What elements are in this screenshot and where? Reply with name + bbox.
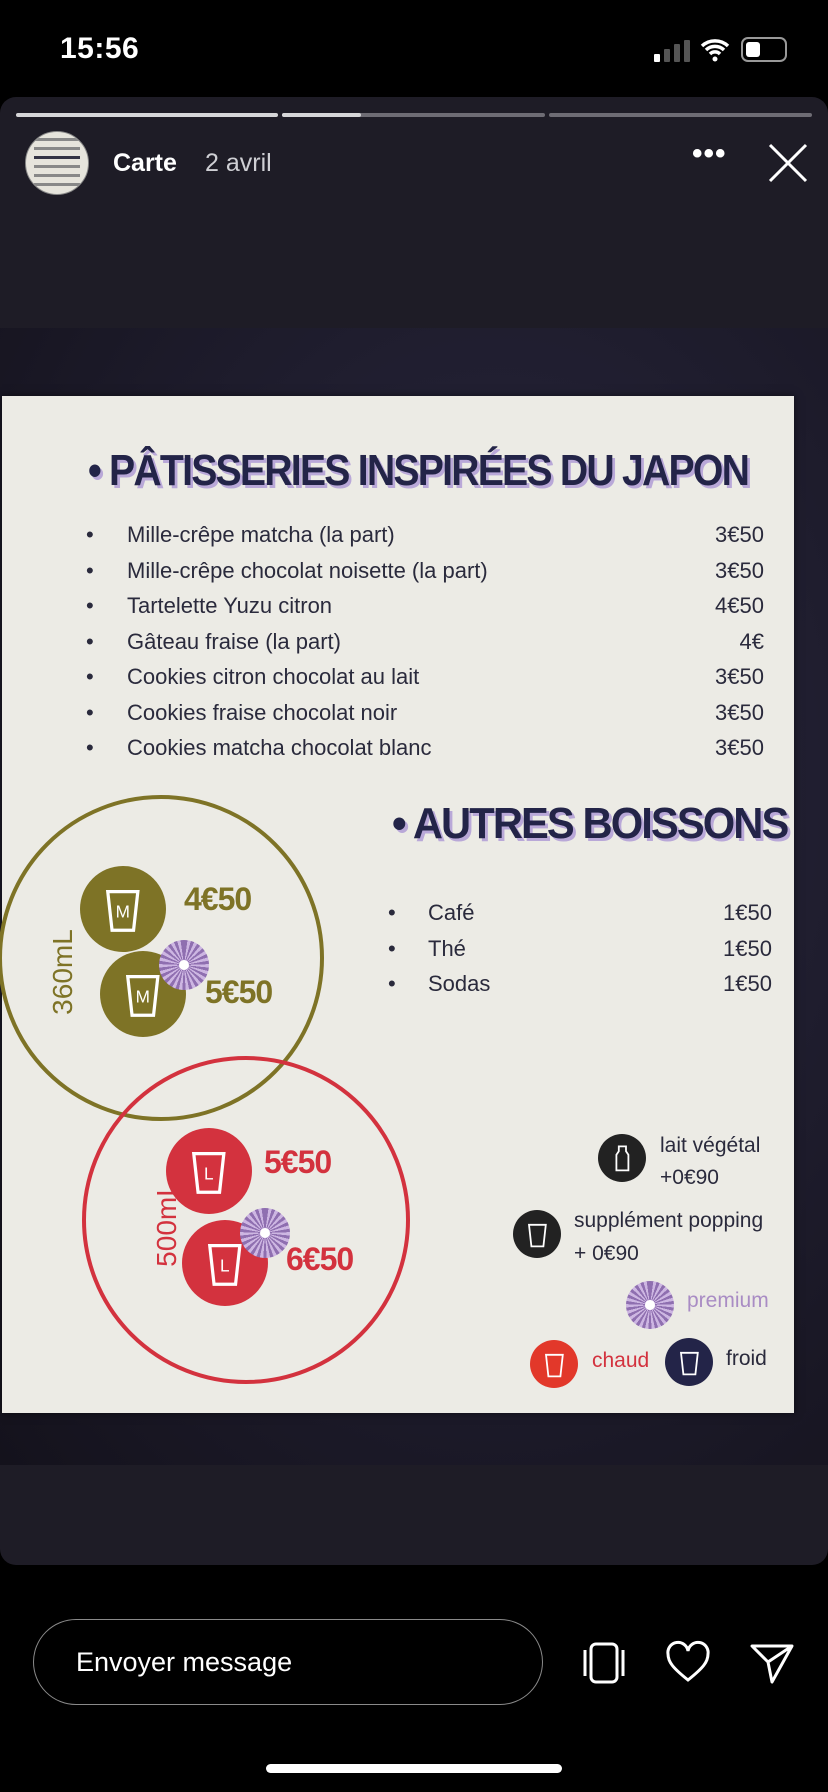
legend-lait: lait végétal	[660, 1134, 761, 1157]
menu-item-price: 1€50	[723, 971, 772, 996]
cards-icon[interactable]	[581, 1640, 627, 1686]
progress-bar-1	[16, 113, 278, 117]
bullet: •	[388, 971, 396, 996]
wifi-icon	[700, 39, 730, 62]
svg-text:M: M	[116, 902, 130, 922]
menu-item-name: Café	[428, 900, 475, 925]
bullet: •	[388, 935, 396, 961]
legend-lait-price: +0€90	[660, 1166, 719, 1189]
battery-icon	[741, 37, 787, 62]
menu-item-name: Thé	[428, 935, 466, 961]
story-viewer[interactable]: Carte 2 avril ••• • PÂTISSERIES INSPIRÉE…	[0, 97, 828, 1565]
story-date: 2 avril	[205, 149, 272, 177]
section-title-patisseries: • PÂTISSERIES INSPIRÉES DU JAPON	[88, 446, 750, 495]
legend-froid: froid	[726, 1347, 767, 1370]
progress-bar-3	[549, 113, 812, 117]
svg-text:L: L	[204, 1164, 214, 1184]
bullet: •	[86, 628, 94, 654]
legend-chaud: chaud	[592, 1349, 650, 1372]
section-title-boissons: • AUTRES BOISSONS	[392, 799, 789, 848]
more-icon[interactable]: •••	[692, 137, 727, 170]
menu-item-price: 4€50	[715, 593, 764, 618]
menu-item-name: Tartelette Yuzu citron	[127, 593, 333, 618]
menu-item-price: 3€50	[715, 557, 764, 583]
legend-premium: premium	[687, 1289, 769, 1312]
premium-icon	[159, 940, 209, 990]
progress-bar-2	[282, 113, 545, 117]
menu-item-name: Cookies citron chocolat au lait	[127, 664, 420, 689]
signal-icon	[654, 40, 690, 62]
svg-text:M: M	[136, 987, 150, 1007]
menu-item-name: Mille-crêpe matcha (la part)	[127, 522, 395, 547]
menu-item-name: Sodas	[428, 971, 491, 996]
status-time: 15:56	[60, 32, 140, 65]
menu-item-price: 4€	[739, 628, 764, 654]
message-input[interactable]: Envoyer message	[33, 1619, 543, 1705]
title-text: AUTRES BOISSONS	[412, 799, 789, 848]
home-indicator[interactable]	[266, 1764, 562, 1773]
cup-icon: L	[166, 1128, 252, 1214]
bullet: •	[86, 522, 94, 547]
bullet: •	[388, 900, 396, 925]
milk-bottle-icon	[598, 1134, 646, 1182]
story-photo: • PÂTISSERIES INSPIRÉES DU JAPON • Mille…	[0, 328, 828, 1465]
bullet: •	[86, 593, 94, 618]
menu-item-name: Cookies matcha chocolat blanc	[127, 735, 432, 760]
price-500-premium: 6€50	[286, 1241, 354, 1277]
size-circle-500	[82, 1056, 410, 1384]
price-360-premium: 5€50	[205, 974, 273, 1010]
popping-cup-icon	[513, 1210, 561, 1258]
price-500: 5€50	[264, 1144, 332, 1180]
close-icon[interactable]	[768, 143, 808, 183]
legend-popping: supplément popping	[574, 1209, 764, 1232]
story-username[interactable]: Carte	[113, 149, 177, 177]
avatar[interactable]	[25, 131, 89, 195]
bullet: •	[86, 699, 94, 725]
hot-cup-icon	[530, 1340, 578, 1388]
bullet: •	[86, 664, 94, 689]
cup-icon: L	[182, 1220, 268, 1306]
menu-item-name: Mille-crêpe chocolat noisette (la part)	[127, 557, 488, 583]
menu-item-price: 3€50	[715, 664, 764, 689]
svg-text:L: L	[220, 1256, 230, 1276]
menu-card: • PÂTISSERIES INSPIRÉES DU JAPON • Mille…	[0, 396, 794, 1413]
size-label-360: 360mL	[46, 929, 78, 1015]
menu-item-price: 1€50	[723, 935, 772, 961]
message-placeholder: Envoyer message	[76, 1647, 293, 1677]
menu-item-name: Gâteau fraise (la part)	[127, 628, 341, 654]
bullet: •	[86, 557, 94, 583]
bullet: •	[86, 735, 94, 760]
menu-item-name: Cookies fraise chocolat noir	[127, 699, 398, 725]
menu-item-price: 3€50	[715, 735, 764, 760]
menu-item-price: 3€50	[715, 699, 764, 725]
cold-cup-icon	[665, 1338, 713, 1386]
menu-item-price: 3€50	[715, 522, 764, 547]
heart-icon[interactable]	[665, 1640, 711, 1686]
price-360: 4€50	[184, 881, 252, 917]
send-icon[interactable]	[749, 1640, 795, 1686]
legend-popping-price: + 0€90	[574, 1242, 639, 1265]
premium-icon	[626, 1281, 674, 1329]
premium-icon	[240, 1208, 290, 1258]
title-text: PÂTISSERIES INSPIRÉES DU JAPON	[109, 446, 750, 495]
menu-item-price: 1€50	[723, 900, 772, 925]
cup-icon: M	[80, 866, 166, 952]
